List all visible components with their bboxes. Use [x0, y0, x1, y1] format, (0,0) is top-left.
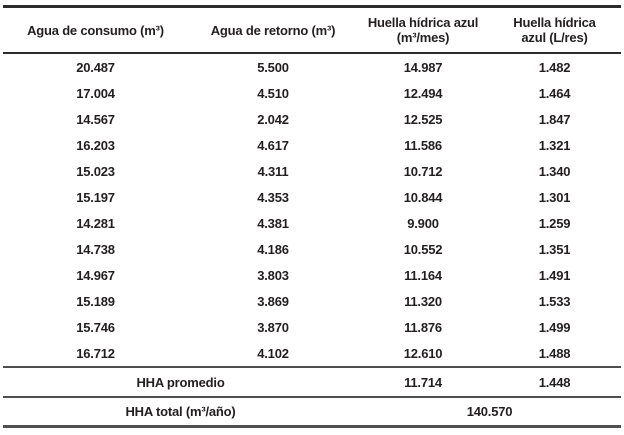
- table-row: 15.197 4.353 10.844 1.301: [3, 184, 621, 210]
- table-cell: 14.967: [76, 267, 115, 283]
- average-m3mes-value: 11.714: [358, 367, 488, 398]
- table-row: 15.023 4.311 10.712 1.340: [3, 158, 621, 184]
- table-row: 17.004 4.510 12.494 1.464: [3, 80, 621, 106]
- table-cell: 4.353: [257, 189, 289, 205]
- table-cell: 15.197: [76, 189, 115, 205]
- table-cell: 15.746: [76, 319, 115, 335]
- table-cell: 1.847: [538, 111, 571, 127]
- table-cell: 1.533: [538, 293, 571, 309]
- table-row: 16.203 4.617 11.586 1.321: [3, 132, 621, 158]
- col-header-hha-m3mes: Huella hídrica azul (m³/mes): [358, 6, 488, 54]
- table-cell: 1.340: [538, 163, 571, 179]
- table-cell: 14.567: [76, 111, 115, 127]
- table-row: 14.967 3.803 11.164 1.491: [3, 262, 621, 288]
- total-row: HHA total (m³/año) 140.570: [3, 397, 621, 427]
- table-header: Agua de consumo (m³) Agua de retorno (m³…: [3, 6, 621, 54]
- table-cell: 4.617: [257, 137, 289, 153]
- table-cell: 15.023: [76, 163, 115, 179]
- table-cell: 1.301: [538, 189, 571, 205]
- average-row: HHA promedio 11.714 1.448: [3, 367, 621, 398]
- col-header-agua-retorno: Agua de retorno (m³): [188, 6, 358, 54]
- table-cell: 14.987: [403, 59, 443, 75]
- table-cell: 10.844: [403, 189, 443, 205]
- total-value: 140.570: [466, 404, 513, 419]
- table-cell: 4.102: [188, 340, 358, 368]
- table-cell: 1.499: [538, 319, 571, 335]
- table-row: 20.487 5.500 14.987 1.482: [3, 53, 621, 80]
- table-cell: 11.164: [404, 267, 442, 283]
- table-row: 15.189 3.869 11.320 1.533: [3, 288, 621, 314]
- average-label: HHA promedio: [3, 367, 358, 398]
- table-cell: 1.351: [538, 241, 571, 257]
- table-cell: 15.189: [76, 293, 115, 309]
- table-cell: 12.494: [403, 85, 443, 101]
- table-cell: 1.321: [538, 137, 571, 153]
- table-cell: 11.586: [404, 137, 442, 153]
- table-cell: 1.491: [538, 267, 571, 283]
- table-cell: 2.042: [257, 111, 289, 127]
- total-label: HHA total (m³/año): [125, 404, 236, 419]
- table-cell: 4.381: [257, 215, 289, 231]
- table-cell: 1.488: [488, 340, 621, 368]
- table-cell: 9.900: [407, 215, 439, 231]
- table-cell: 12.525: [403, 111, 443, 127]
- col-header-agua-consumo: Agua de consumo (m³): [3, 6, 188, 54]
- table-cell: 4.311: [257, 163, 289, 179]
- table-body: 20.487 5.500 14.987 1.482 17.004 4.510 12.494 1…: [3, 53, 621, 368]
- header-row: Agua de consumo (m³) Agua de retorno (m³…: [3, 6, 621, 54]
- table-cell: 3.870: [257, 319, 289, 335]
- table-row: 14.738 4.186 10.552 1.351: [3, 236, 621, 262]
- table-cell: 17.004: [76, 85, 115, 101]
- table-cell: 4.186: [257, 241, 289, 257]
- table-cell: 3.869: [257, 293, 289, 309]
- table-cell: 1.464: [538, 85, 571, 101]
- col-header-hha-lres-label: Huella hídrica azul (L/res): [513, 15, 596, 45]
- table-cell: 10.552: [403, 241, 443, 257]
- table-cell: 14.281: [76, 215, 115, 231]
- table-cell: 1.482: [538, 59, 571, 75]
- table-footer: HHA promedio 11.714 1.448 HHA total (m³/…: [3, 367, 621, 427]
- table-cell: 14.738: [76, 241, 115, 257]
- table-cell: 11.320: [404, 293, 442, 309]
- table-cell: 12.610: [358, 340, 488, 368]
- table-row: 16.712 4.102 12.610 1.488: [3, 340, 621, 368]
- table-cell: 4.510: [257, 85, 289, 101]
- table-cell: 11.876: [404, 319, 442, 335]
- table-cell: 20.487: [76, 59, 115, 75]
- table-row: 15.746 3.870 11.876 1.499: [3, 314, 621, 340]
- table-cell: 5.500: [257, 59, 289, 75]
- col-header-agua-retorno-label: Agua de retorno (m³): [210, 22, 336, 38]
- col-header-hha-m3mes-label: Huella hídrica azul (m³/mes): [367, 15, 479, 45]
- table-cell: 1.259: [538, 215, 571, 231]
- table-cell: 3.803: [257, 267, 289, 283]
- table-cell: 16.712: [3, 340, 188, 368]
- col-header-hha-lres: Huella hídrica azul (L/res): [488, 6, 621, 54]
- water-footprint-table: Agua de consumo (m³) Agua de retorno (m³…: [3, 5, 621, 428]
- table-cell: 16.203: [76, 137, 115, 153]
- table-row: 14.567 2.042 12.525 1.847: [3, 106, 621, 132]
- average-lres-value: 1.448: [488, 367, 621, 398]
- table-row: 14.281 4.381 9.900 1.259: [3, 210, 621, 236]
- table-cell: 10.712: [403, 163, 443, 179]
- col-header-agua-consumo-label: Agua de consumo (m³): [27, 22, 164, 38]
